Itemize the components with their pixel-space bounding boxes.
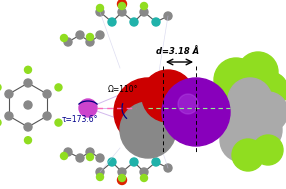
Circle shape: [86, 148, 94, 156]
Circle shape: [248, 92, 286, 132]
Circle shape: [96, 31, 104, 39]
Circle shape: [228, 78, 272, 122]
Circle shape: [140, 168, 148, 176]
Circle shape: [216, 98, 256, 138]
Circle shape: [96, 8, 104, 16]
Circle shape: [61, 153, 67, 160]
Text: Ω=110°: Ω=110°: [108, 85, 138, 94]
Circle shape: [43, 112, 51, 120]
Circle shape: [118, 174, 126, 181]
Circle shape: [118, 176, 126, 184]
Circle shape: [0, 119, 1, 126]
Circle shape: [118, 8, 126, 16]
Circle shape: [61, 35, 67, 42]
Circle shape: [253, 135, 283, 165]
Circle shape: [130, 158, 138, 166]
Circle shape: [238, 52, 278, 92]
Circle shape: [232, 139, 264, 171]
Circle shape: [162, 78, 230, 146]
Circle shape: [79, 99, 97, 117]
Circle shape: [86, 38, 94, 46]
Text: τ=173.6°: τ=173.6°: [62, 115, 98, 124]
Circle shape: [178, 94, 198, 114]
Circle shape: [108, 158, 116, 166]
Circle shape: [114, 78, 182, 146]
Circle shape: [76, 31, 84, 39]
Circle shape: [96, 5, 104, 12]
Circle shape: [64, 148, 72, 156]
Circle shape: [24, 101, 32, 109]
Text: d=3.18 Å: d=3.18 Å: [156, 47, 200, 56]
Circle shape: [96, 174, 104, 180]
Circle shape: [5, 90, 13, 98]
Circle shape: [96, 154, 104, 162]
Circle shape: [55, 119, 62, 126]
Circle shape: [238, 108, 282, 152]
Circle shape: [5, 112, 13, 120]
Circle shape: [152, 18, 160, 26]
Circle shape: [140, 174, 148, 181]
Circle shape: [164, 164, 172, 172]
Circle shape: [24, 79, 32, 87]
Circle shape: [142, 70, 194, 122]
Circle shape: [140, 8, 148, 16]
Circle shape: [118, 2, 126, 9]
Circle shape: [0, 84, 1, 91]
Circle shape: [164, 12, 172, 20]
Circle shape: [64, 38, 72, 46]
Circle shape: [252, 72, 286, 108]
Circle shape: [152, 158, 160, 166]
Circle shape: [25, 66, 31, 73]
Circle shape: [120, 102, 176, 158]
Circle shape: [140, 2, 148, 9]
Circle shape: [86, 33, 94, 40]
Circle shape: [214, 58, 258, 102]
Circle shape: [118, 0, 126, 9]
Circle shape: [25, 137, 31, 144]
Circle shape: [76, 154, 84, 162]
Circle shape: [220, 118, 264, 162]
Circle shape: [86, 153, 94, 160]
Circle shape: [24, 123, 32, 131]
Circle shape: [55, 84, 62, 91]
Circle shape: [108, 18, 116, 26]
Circle shape: [96, 168, 104, 176]
Circle shape: [130, 18, 138, 26]
Circle shape: [43, 90, 51, 98]
Circle shape: [118, 168, 126, 176]
